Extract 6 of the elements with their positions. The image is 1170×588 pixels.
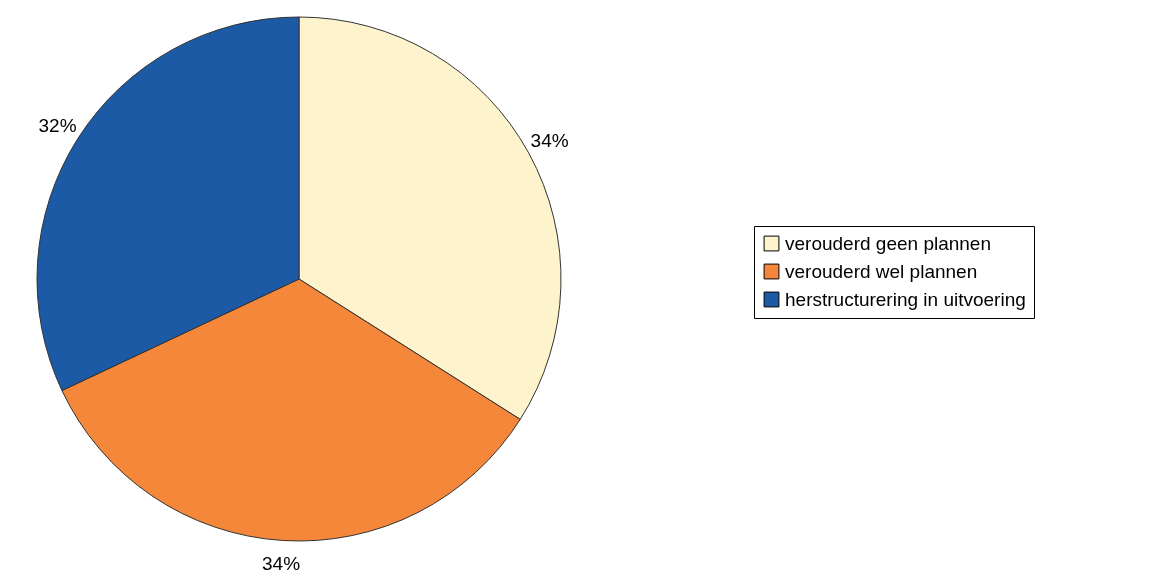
legend-label: herstructurering in uitvoering — [785, 288, 1026, 310]
legend-label: verouderd geen plannen — [785, 232, 992, 254]
data-label: 34% — [530, 130, 569, 152]
legend-label: verouderd wel plannen — [785, 260, 978, 282]
data-label: 34% — [262, 553, 301, 575]
data-label: 32% — [38, 114, 77, 136]
